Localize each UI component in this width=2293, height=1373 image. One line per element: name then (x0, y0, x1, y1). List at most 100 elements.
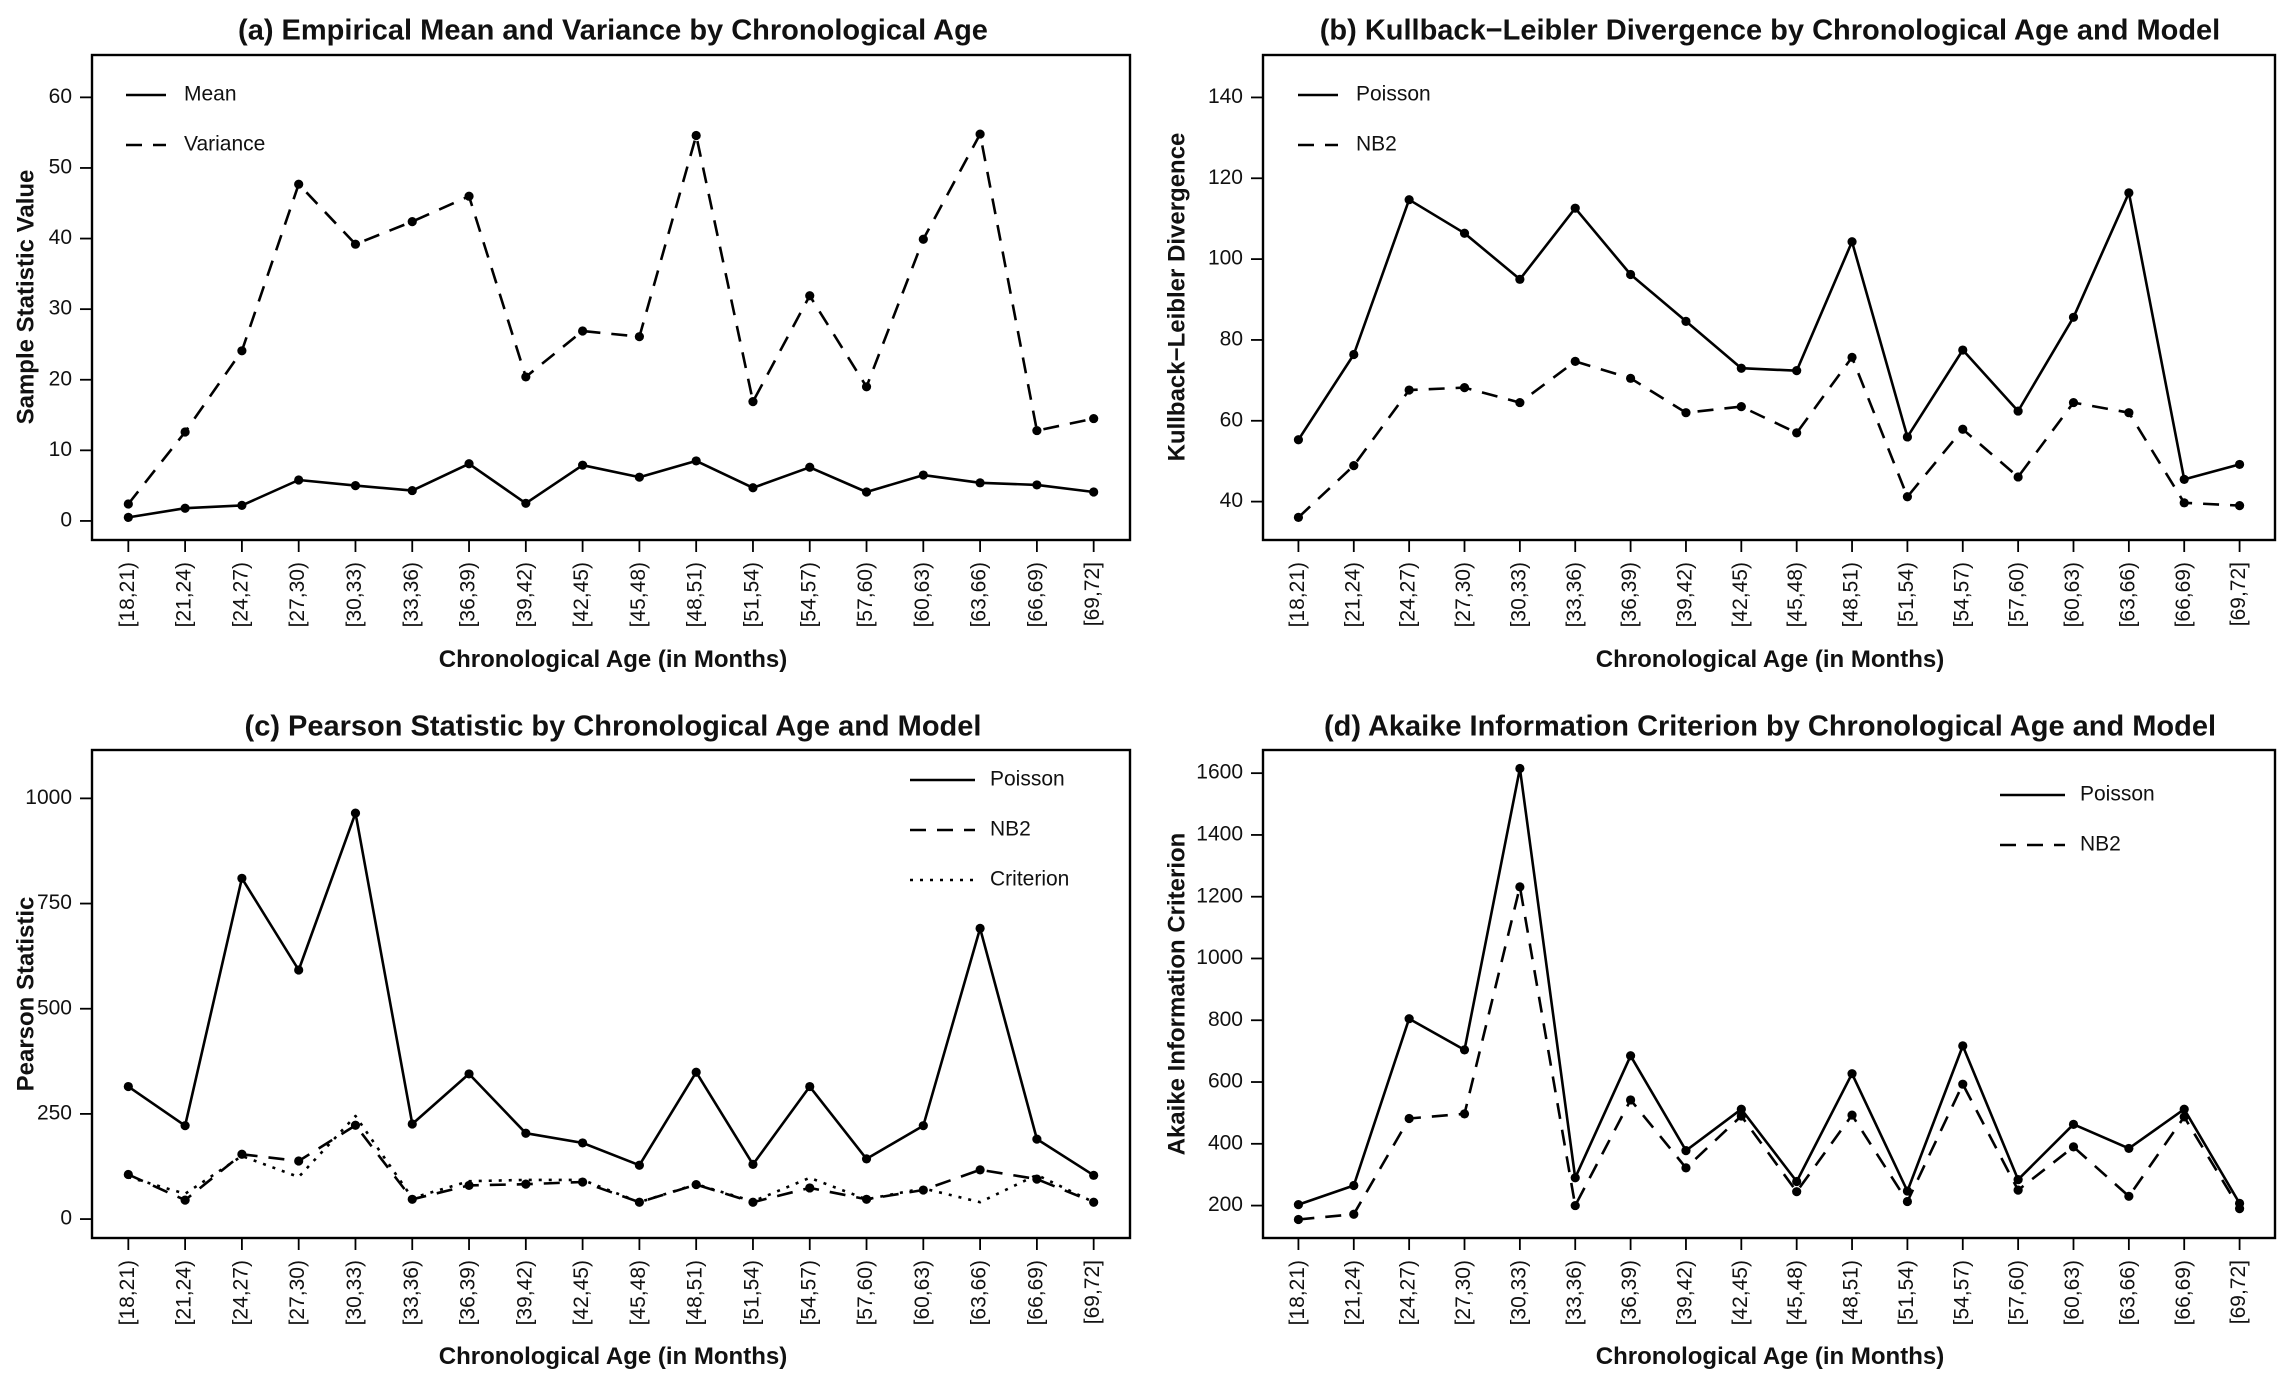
data-point-poisson (1570, 203, 1580, 213)
series-line-nb2 (1297, 355, 2240, 519)
data-point-mean (294, 475, 304, 485)
x-tick-label: [42,45) (570, 1260, 593, 1325)
data-point-nb2 (1349, 1209, 1359, 1219)
x-tick-label: [36,39) (1618, 1260, 1641, 1325)
data-point-nb2 (180, 1195, 190, 1205)
data-point-variance (350, 239, 361, 249)
data-point-poisson (2013, 406, 2023, 416)
x-tick-label: [51,54) (741, 1260, 764, 1325)
data-point-variance (634, 332, 644, 342)
x-tick-label: [18,21) (1286, 562, 1309, 627)
y-axis-label: Kullback−Leibler Divergence (1163, 133, 1190, 462)
data-point-nb2 (1681, 1163, 1691, 1173)
data-point-poisson (861, 1154, 872, 1164)
x-tick-label: [66,69) (1024, 1260, 1047, 1325)
series-line-nb2 (1298, 885, 2241, 1221)
data-point-poisson (1792, 366, 1802, 376)
x-tick-label: [18,21) (116, 1260, 139, 1325)
data-point-variance (975, 129, 985, 139)
data-point-nb2 (237, 1149, 247, 1159)
data-point-poisson (1736, 363, 1746, 373)
y-tick-label: 1600 (1196, 761, 1243, 784)
legend-label-poisson: Poisson (1356, 83, 1431, 106)
series-line-poisson (1297, 191, 2240, 481)
x-tick-label: [42,45) (570, 562, 593, 627)
data-point-nb2 (1902, 492, 1913, 502)
x-tick-label: [45,48) (1784, 1260, 1807, 1325)
data-point-mean (407, 485, 417, 496)
data-point-mean (691, 456, 701, 466)
x-tick-label: [60,63) (2061, 562, 2084, 627)
data-point-mean (521, 498, 531, 508)
data-point-poisson (1404, 1014, 1414, 1024)
x-tick-label: [24,27) (229, 1260, 252, 1325)
data-point-nb2 (861, 1194, 872, 1204)
data-point-mean (350, 481, 361, 491)
x-tick-label: [51,54) (1895, 1260, 1918, 1325)
data-point-poisson (1459, 228, 1470, 238)
legend-label-nb2: NB2 (990, 818, 1031, 841)
data-point-poisson (634, 1160, 644, 1170)
y-tick-label: 140 (1208, 85, 1243, 108)
x-axis-label: Chronological Age (in Months) (1596, 646, 1944, 673)
y-tick-label: 20 (49, 367, 72, 390)
y-tick-label: 0 (60, 1207, 72, 1230)
y-tick-label: 30 (49, 297, 72, 320)
data-point-nb2 (1459, 383, 1470, 393)
data-point-nb2 (1515, 882, 1525, 892)
data-point-poisson (350, 808, 361, 818)
x-tick-label: [57,60) (854, 1260, 877, 1325)
data-point-mean (123, 512, 133, 523)
y-tick-label: 80 (1220, 327, 1243, 350)
y-axis-label: Akaike Information Criterion (1163, 833, 1190, 1156)
y-tick-label: 400 (1208, 1131, 1243, 1154)
x-axis-label: Chronological Age (in Months) (1596, 1343, 1944, 1370)
data-point-nb2 (294, 1156, 304, 1166)
data-point-nb2 (1459, 1109, 1470, 1119)
x-tick-label: [45,48) (627, 1260, 650, 1325)
x-tick-label: [21,24) (1341, 1260, 1364, 1325)
x-tick-label: [51,54) (741, 562, 764, 627)
data-point-nb2 (1570, 1200, 1580, 1211)
data-point-mean (1032, 480, 1042, 490)
x-tick-label: [39,42) (513, 562, 536, 627)
data-point-poisson (2068, 312, 2079, 322)
y-tick-label: 120 (1208, 166, 1243, 189)
x-tick-label: [33,36) (1563, 1260, 1586, 1325)
x-tick-label: [18,21) (116, 562, 139, 627)
data-point-nb2 (1902, 1196, 1913, 1207)
y-tick-label: 1000 (1196, 946, 1243, 969)
x-tick-label: [36,39) (1618, 562, 1641, 627)
data-point-nb2 (2234, 501, 2245, 511)
data-point-nb2 (1293, 512, 1304, 522)
x-tick-label: [45,48) (627, 562, 650, 627)
data-point-nb2 (1958, 1079, 1968, 1089)
data-point-poisson (1847, 1069, 1857, 1079)
data-point-mean (1089, 487, 1099, 497)
data-point-nb2 (748, 1197, 758, 1207)
data-point-nb2 (1792, 428, 1802, 438)
x-tick-label: [27,30) (286, 1260, 309, 1325)
data-point-variance (578, 326, 588, 336)
data-point-poisson (1625, 1051, 1636, 1061)
x-tick-label: [24,27) (1397, 1260, 1420, 1325)
y-tick-label: 200 (1208, 1193, 1243, 1216)
data-point-mean (975, 478, 985, 488)
data-point-nb2 (1958, 424, 1968, 434)
data-point-poisson (180, 1121, 190, 1131)
data-point-nb2 (464, 1180, 474, 1191)
series-line-nb2 (127, 1124, 1095, 1204)
x-tick-label: [54,57) (1950, 1260, 1973, 1325)
data-point-poisson (1459, 1045, 1470, 1055)
data-point-poisson (1958, 345, 1968, 355)
data-point-poisson (2124, 188, 2134, 198)
data-point-poisson (578, 1138, 588, 1148)
x-tick-label: [48,51) (1840, 1260, 1863, 1325)
plot-frame (90, 748, 1132, 1240)
x-axis-label: Chronological Age (in Months) (439, 1343, 787, 1370)
x-tick-label: [24,27) (229, 562, 252, 627)
x-tick-label: [60,63) (2061, 1260, 2084, 1325)
data-point-mean (578, 460, 588, 470)
y-tick-label: 60 (1220, 408, 1243, 431)
data-point-variance (521, 372, 531, 382)
